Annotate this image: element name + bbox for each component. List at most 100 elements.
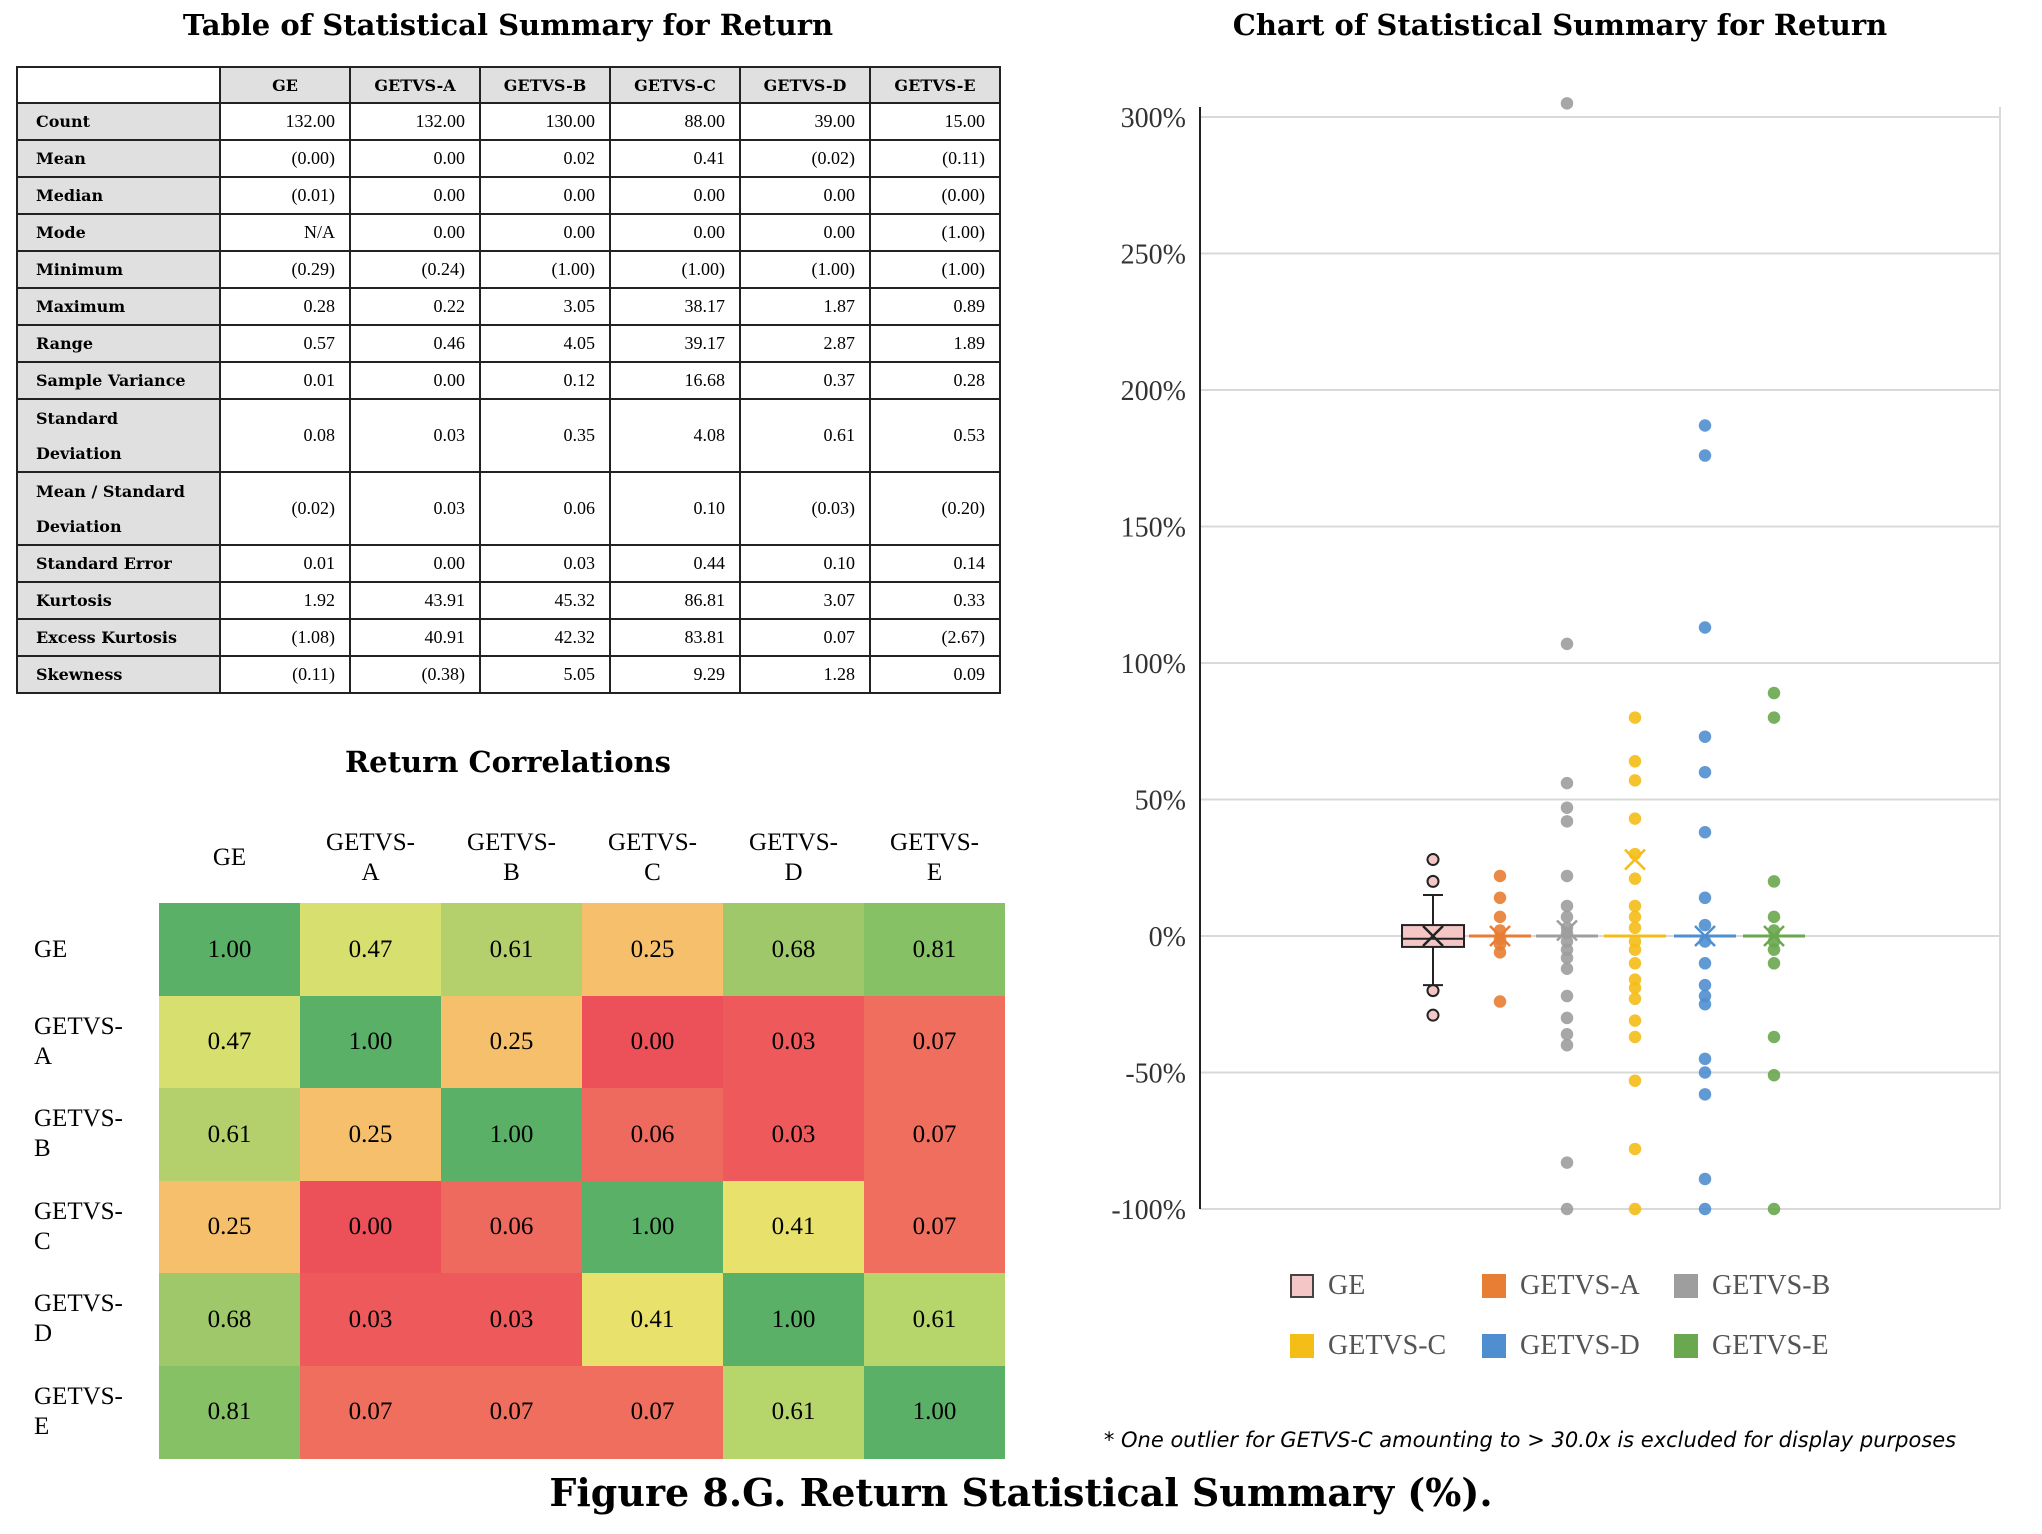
data-point <box>1426 874 1440 888</box>
stats-cell: 0.03 <box>479 544 611 583</box>
data-point <box>1698 978 1712 992</box>
correlation-column-header-line: GETVS- <box>890 829 979 856</box>
stats-row-label: Standard Error <box>16 544 221 583</box>
correlation-column-header-line: GETVS- <box>749 829 838 856</box>
stats-column-header: GETVS-D <box>739 66 871 104</box>
stats-cell: 15.00 <box>869 102 1001 141</box>
correlation-cell: 1.00 <box>723 1273 864 1366</box>
stats-row-label-line: Range <box>36 334 94 353</box>
mean-marker <box>1422 925 1444 947</box>
stats-row-label-line: Deviation <box>36 443 122 463</box>
stats-cell: 132.00 <box>219 102 351 141</box>
stats-cell: 0.02 <box>479 139 611 178</box>
stats-cell: 9.29 <box>609 655 741 694</box>
data-point <box>1628 981 1642 995</box>
stats-cell: (0.20) <box>869 471 1001 546</box>
stats-column-header: GE <box>219 66 351 104</box>
stats-table-corner <box>16 66 221 104</box>
correlation-cell: 0.47 <box>159 995 300 1089</box>
data-point <box>1698 891 1712 905</box>
data-point <box>1560 801 1574 814</box>
correlation-cell: 0.25 <box>300 1088 441 1181</box>
correlation-column-header: GETVS- C <box>582 828 723 888</box>
correlation-column-header: GETVS- A <box>300 828 441 888</box>
correlation-row-header: GETVS- D <box>34 1289 154 1349</box>
correlation-cell: 0.25 <box>159 1180 300 1274</box>
data-point <box>1698 730 1712 743</box>
correlation-cell: 0.61 <box>441 903 582 996</box>
stats-cell: 4.08 <box>609 398 741 473</box>
stats-table-row: Kurtosis 1.92 43.91 45.32 86.81 3.07 0.33 <box>16 581 1001 620</box>
stats-table-row: Mean (0.00) 0.00 0.02 0.41 (0.02) (0.11) <box>16 139 1001 178</box>
stats-row-label-line: Minimum <box>36 260 123 279</box>
data-point <box>1767 875 1781 888</box>
y-tick-label: 0% <box>1149 922 1186 953</box>
stats-cell: 45.32 <box>479 581 611 620</box>
stats-table-row: Skewness (0.11) (0.38) 5.05 9.29 1.28 0.09 <box>16 655 1001 694</box>
mean-marker <box>1763 925 1785 947</box>
stats-cell: 83.81 <box>609 618 741 657</box>
correlation-cell: 0.07 <box>864 1180 1005 1274</box>
data-point <box>1628 755 1642 768</box>
stats-row-label: Sample Variance <box>16 361 221 400</box>
stats-cell: 0.09 <box>869 655 1001 694</box>
data-point <box>1493 869 1507 883</box>
stats-cell: (1.00) <box>609 250 741 289</box>
stats-table-header-row: GE GETVS-A GETVS-B GETVS-C GETVS-D GETVS-E <box>16 66 1001 104</box>
legend-item: GETVS-B <box>1674 1270 1830 1302</box>
data-point <box>1698 419 1712 432</box>
correlation-cell: 0.68 <box>723 903 864 996</box>
stats-table-row: Excess Kurtosis (1.08) 40.91 42.32 83.81 0.07… <box>16 618 1001 657</box>
correlation-column-header-line: GETVS- <box>467 829 556 856</box>
legend-item: GE <box>1290 1270 1365 1302</box>
data-point <box>1767 1030 1781 1044</box>
stats-cell: 0.00 <box>739 213 871 252</box>
stats-row-label-line: Standard Error <box>36 554 172 573</box>
stats-table-row: Count 132.00 132.00 130.00 88.00 39.00 15.00 <box>16 102 1001 141</box>
data-point <box>1560 899 1574 913</box>
correlation-column-header-line: GETVS- <box>326 829 415 856</box>
correlation-column-header-line: C <box>644 859 661 886</box>
legend-swatch <box>1674 1334 1698 1358</box>
stats-cell: 0.41 <box>609 139 741 178</box>
stats-cell: (0.02) <box>739 139 871 178</box>
stats-row-label: Kurtosis <box>16 581 221 620</box>
stats-cell: 1.28 <box>739 655 871 694</box>
data-point <box>1560 962 1574 976</box>
correlation-row-header: GETVS- C <box>34 1197 154 1257</box>
stats-table-row: Median (0.01) 0.00 0.00 0.00 0.00 (0.00) <box>16 176 1001 215</box>
stats-cell: 1.92 <box>219 581 351 620</box>
correlation-cell: 0.06 <box>441 1180 582 1274</box>
data-point <box>1426 853 1440 867</box>
correlation-cell: 0.25 <box>441 995 582 1089</box>
stats-cell: 5.05 <box>479 655 611 694</box>
correlation-column-header-line: B <box>503 859 520 886</box>
data-point <box>1698 765 1712 779</box>
correlation-column-header: GE <box>159 843 300 873</box>
correlation-column-header: GETVS- E <box>864 828 1005 888</box>
stats-cell: 0.89 <box>869 287 1001 326</box>
stats-cell: (0.02) <box>219 471 351 546</box>
y-tick-label: 250% <box>1121 240 1186 271</box>
correlation-row-header-line: C <box>34 1227 51 1255</box>
correlation-cell: 0.61 <box>864 1273 1005 1366</box>
data-point <box>1767 711 1781 724</box>
stats-cell: 0.61 <box>739 398 871 473</box>
stats-cell: (2.67) <box>869 618 1001 657</box>
correlation-cell: 1.00 <box>300 995 441 1089</box>
stats-cell: 39.17 <box>609 324 741 363</box>
stats-row-label-line: Count <box>36 112 91 131</box>
stats-cell: 132.00 <box>349 102 481 141</box>
legend-swatch <box>1482 1274 1506 1298</box>
stats-row-label-line: Maximum <box>36 297 126 316</box>
stats-row-label-line: Kurtosis <box>36 591 112 610</box>
stats-table: GE GETVS-A GETVS-B GETVS-C GETVS-D GETVS-E Co… <box>16 66 1001 694</box>
stats-cell: 1.87 <box>739 287 871 326</box>
correlation-cell: 0.41 <box>723 1180 864 1274</box>
y-tick-label: 100% <box>1121 649 1186 680</box>
correlation-row-header-line: GETVS- <box>34 1197 123 1225</box>
stats-cell: 0.01 <box>219 361 351 400</box>
stats-cell: 0.33 <box>869 581 1001 620</box>
correlation-cell: 0.06 <box>582 1088 723 1181</box>
stats-cell: 3.05 <box>479 287 611 326</box>
